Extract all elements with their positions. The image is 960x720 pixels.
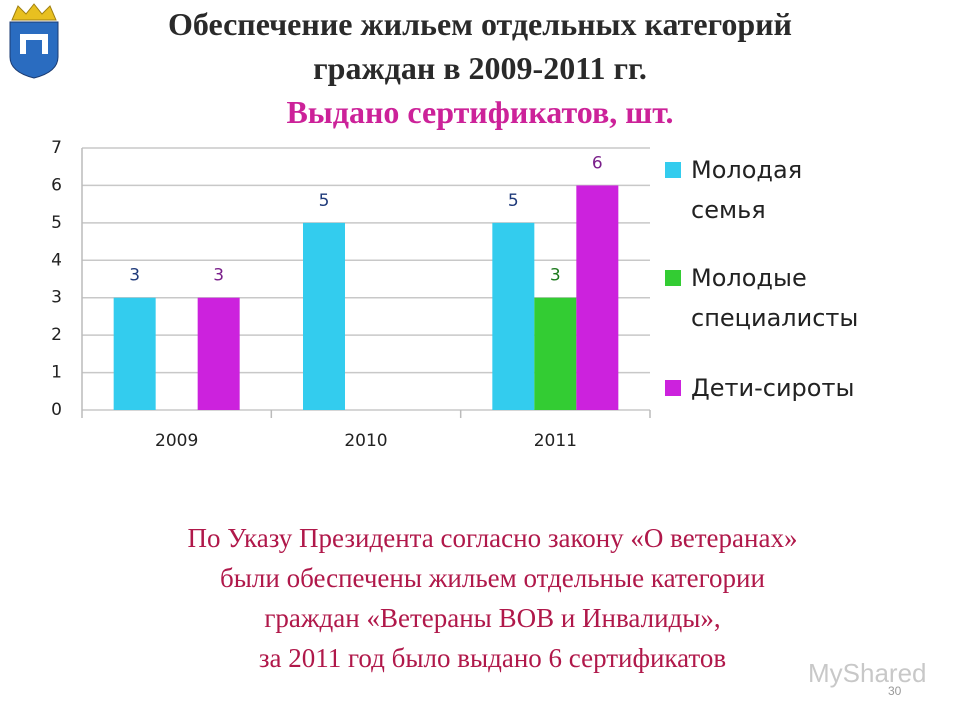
bar xyxy=(303,222,345,410)
legend-label: Молодые специалисты xyxy=(691,264,859,332)
data-label: 5 xyxy=(319,191,330,211)
data-label: 3 xyxy=(213,266,224,286)
y-tick-label: 2 xyxy=(51,325,62,345)
x-tick-label: 2009 xyxy=(155,431,198,451)
legend-swatch xyxy=(665,380,681,396)
legend-label: Дети-сироты xyxy=(691,374,855,402)
legend-swatch xyxy=(665,270,681,286)
title: Обеспечение жильем отдельных категорий г… xyxy=(0,2,960,90)
footer-text: По Указу Президента согласно закону «О в… xyxy=(0,518,960,678)
y-tick-label: 7 xyxy=(51,138,62,158)
watermark: MyShared xyxy=(808,658,927,688)
subtitle: Выдано сертификатов, шт. xyxy=(286,94,674,130)
footer-line: были обеспечены жильем отдельные категор… xyxy=(220,563,765,593)
data-label: 3 xyxy=(550,266,561,286)
title-line: Обеспечение жильем отдельных категорий xyxy=(168,6,792,42)
legend-item: Молодая семья xyxy=(665,150,905,230)
x-tick-label: 2010 xyxy=(344,431,387,451)
data-label: 6 xyxy=(592,153,603,173)
x-tick-label: 2011 xyxy=(534,431,577,451)
bar xyxy=(492,222,535,410)
bar xyxy=(576,185,619,410)
title-line: граждан в 2009-2011 гг. xyxy=(313,50,647,86)
bar xyxy=(197,297,240,410)
footer-line: за 2011 год было выдано 6 сертификатов xyxy=(258,643,727,673)
bar xyxy=(113,297,156,410)
data-label: 5 xyxy=(508,191,519,211)
slide-number: 30 xyxy=(888,684,902,698)
legend-item: Дети-сироты xyxy=(665,368,905,408)
y-tick-label: 6 xyxy=(51,175,62,195)
y-tick-label: 5 xyxy=(51,213,62,233)
footer-line: граждан «Ветераны ВОВ и Инвалиды», xyxy=(264,603,721,633)
legend-swatch xyxy=(665,162,681,178)
y-tick-label: 3 xyxy=(51,288,62,308)
y-tick-label: 0 xyxy=(51,400,62,420)
bar xyxy=(534,297,577,410)
y-tick-label: 1 xyxy=(51,363,62,383)
legend-item: Молодые специалисты xyxy=(665,258,905,338)
footer-line: По Указу Президента согласно закону «О в… xyxy=(187,523,798,553)
data-label: 3 xyxy=(129,266,140,286)
legend-label: Молодая семья xyxy=(691,156,803,224)
y-tick-label: 4 xyxy=(51,250,62,270)
coat-of-arms xyxy=(9,3,59,79)
